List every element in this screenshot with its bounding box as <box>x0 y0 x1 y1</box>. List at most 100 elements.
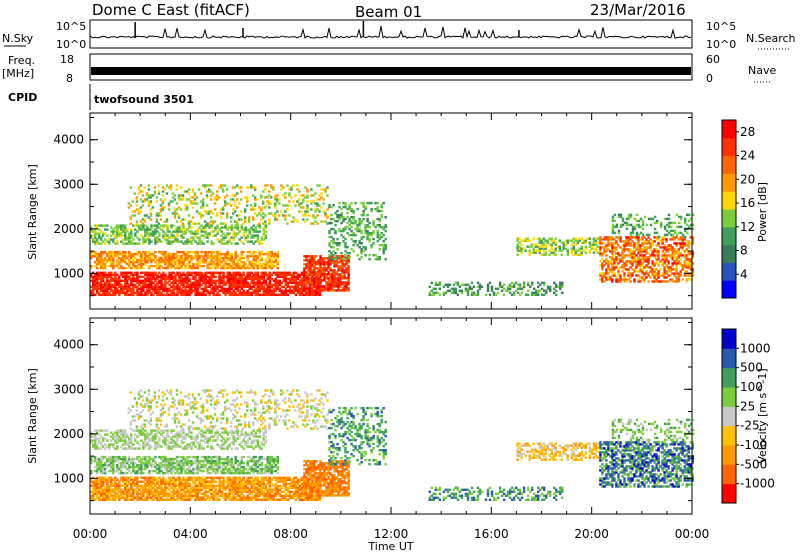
velocity-cell <box>122 494 125 497</box>
power-cell <box>146 250 149 254</box>
power-cell <box>178 266 181 270</box>
power-cell <box>232 285 235 288</box>
power-cell <box>166 289 169 292</box>
power-cell <box>476 285 480 288</box>
power-cell <box>272 254 275 258</box>
power-cell <box>641 278 644 281</box>
power-cell <box>142 238 145 241</box>
power-cell <box>639 244 642 247</box>
power-cell <box>212 271 215 274</box>
power-cell <box>96 289 99 292</box>
velocity-cell <box>146 490 149 493</box>
power-cell <box>290 273 294 276</box>
power-cell <box>327 273 330 276</box>
power-cell <box>554 241 557 244</box>
power-cell <box>327 259 330 262</box>
velocity-cell <box>146 484 149 487</box>
power-cell <box>160 250 163 254</box>
power-cell <box>611 262 614 265</box>
power-cell <box>333 285 336 288</box>
power-cell <box>314 202 317 205</box>
power-cell <box>147 184 151 187</box>
power-cell <box>601 246 604 249</box>
power-cell <box>304 196 307 199</box>
power-cell <box>268 202 271 205</box>
power-cell <box>661 250 664 253</box>
power-cell <box>158 262 161 266</box>
velocity-cell <box>106 484 109 487</box>
power-cell <box>621 240 624 243</box>
power-cell <box>252 283 255 286</box>
power-cell <box>319 265 322 268</box>
power-cell <box>667 260 670 263</box>
velocity-cell <box>130 488 133 491</box>
power-cell <box>347 275 350 278</box>
power-cell <box>340 215 343 219</box>
power-cell <box>508 291 512 294</box>
power-cell <box>204 285 207 288</box>
power-cell <box>168 287 171 290</box>
power-cell <box>141 218 145 221</box>
power-cell <box>661 272 664 275</box>
power-cell <box>510 293 514 296</box>
power-cell <box>236 287 239 290</box>
power-cell <box>655 262 658 265</box>
velocity-cell <box>118 484 121 487</box>
power-cell <box>224 236 227 239</box>
power-cell <box>292 216 295 219</box>
power-cell <box>468 285 472 288</box>
power-cell <box>264 222 267 225</box>
power-cell <box>378 237 381 241</box>
power-cell <box>284 204 287 207</box>
power-cell <box>248 218 251 221</box>
velocity-cell <box>132 482 135 485</box>
power-cell <box>617 238 620 241</box>
power-cell <box>669 274 672 277</box>
power-cell <box>594 249 598 252</box>
power-cell <box>110 271 113 274</box>
power-cell <box>140 289 143 292</box>
power-cell <box>142 256 145 260</box>
power-cell <box>246 271 249 274</box>
power-cell <box>637 256 640 259</box>
power-cell <box>256 238 259 241</box>
power-cell <box>623 242 626 245</box>
velocity-cell <box>132 496 135 499</box>
power-cell <box>116 262 119 266</box>
power-cell <box>96 262 99 266</box>
power-cell <box>104 262 107 266</box>
velocity-cell <box>114 490 117 493</box>
power-cell <box>436 291 440 294</box>
power-cell <box>456 283 460 286</box>
power-cell <box>96 285 99 288</box>
power-cell <box>136 293 139 296</box>
power-cell <box>687 242 690 245</box>
power-cell <box>196 262 199 266</box>
nsearch-tick-bottom: 10^0 <box>706 38 736 51</box>
power-cell <box>108 256 111 260</box>
power-cell <box>168 242 171 245</box>
power-cell <box>215 196 219 199</box>
power-cell <box>684 229 687 233</box>
power-cell <box>685 254 688 257</box>
power-cell <box>196 228 199 231</box>
power-cell <box>362 209 365 213</box>
power-cell <box>252 208 255 211</box>
power-cell <box>592 243 596 246</box>
power-cell <box>210 262 213 266</box>
power-cell <box>156 293 159 296</box>
power-cell <box>244 196 247 199</box>
velocity-cell <box>118 480 121 483</box>
velocity-cell <box>178 478 181 481</box>
power-cell <box>617 268 620 271</box>
power-cell <box>310 202 313 205</box>
velocity-cell <box>92 492 95 495</box>
power-cell <box>341 265 344 268</box>
beam-title: Beam 01 <box>355 3 422 21</box>
power-cell <box>534 243 537 246</box>
power-cell <box>342 219 345 223</box>
power-cell <box>132 293 135 296</box>
power-cell <box>675 268 678 271</box>
power-cell <box>260 283 263 286</box>
power-cell <box>643 242 646 245</box>
